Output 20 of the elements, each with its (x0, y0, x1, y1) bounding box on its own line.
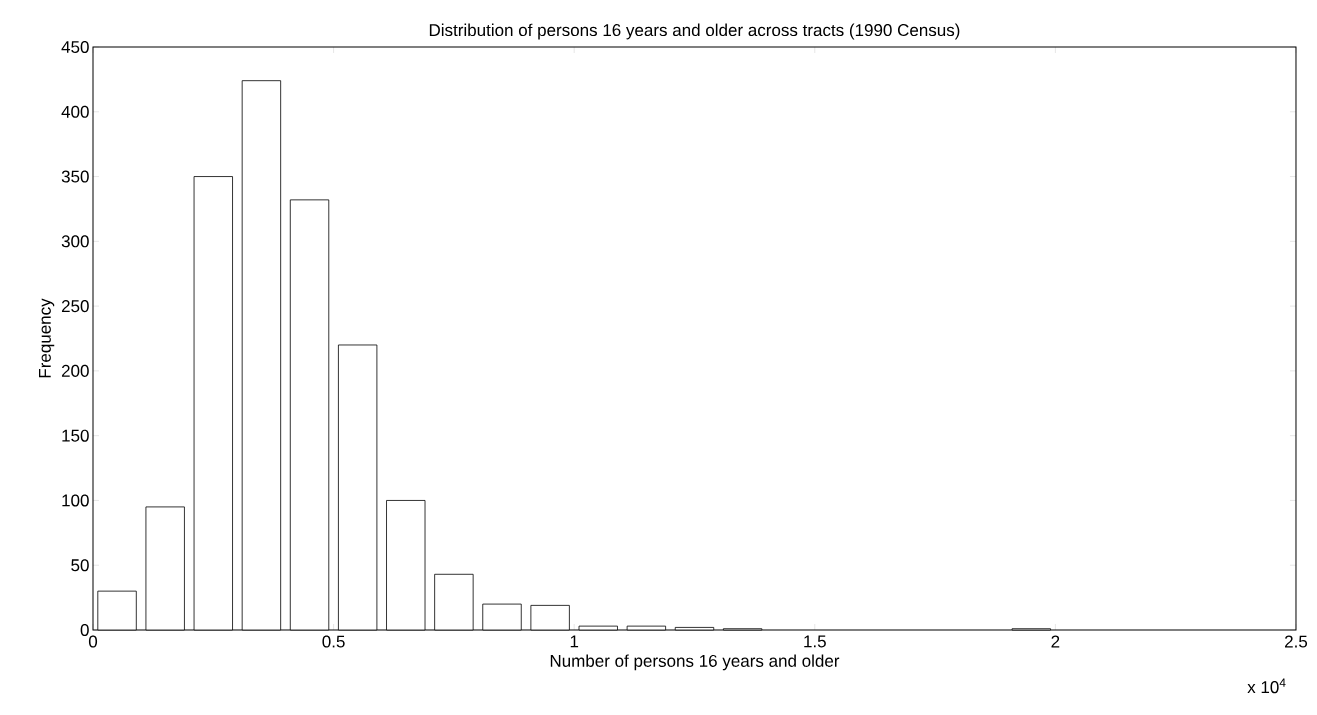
y-tick-label: 0 (80, 623, 89, 637)
x-tick-label: 0 (88, 635, 98, 648)
y-axis-title: Frequency (39, 298, 55, 378)
chart-title: Distribution of persons 16 years and older across tracts (1990 Census) (429, 23, 960, 40)
y-tick-label: 300 (61, 235, 89, 248)
x-tick-label: 2 (1051, 635, 1060, 648)
y-tick-label: 350 (61, 170, 89, 183)
y-tick-label: 250 (61, 300, 89, 313)
y-tick-label: 150 (62, 429, 89, 442)
y-tick-label: 200 (61, 364, 89, 377)
x-tick-label: 0.5 (322, 635, 345, 648)
x-tick-label: 2.5 (1285, 635, 1308, 648)
y-tick-label: 400 (61, 105, 89, 118)
x-axis-title: Number of persons 16 years and older (550, 654, 840, 671)
x-tick-label: 1.5 (804, 635, 826, 648)
y-tick-label: 50 (71, 559, 89, 572)
y-tick-label: 450 (61, 40, 89, 54)
text: x 10$^{4}$ (1247, 678, 1286, 694)
y-tick-label: 100 (62, 494, 89, 507)
x-tick-label: 1 (570, 635, 579, 648)
